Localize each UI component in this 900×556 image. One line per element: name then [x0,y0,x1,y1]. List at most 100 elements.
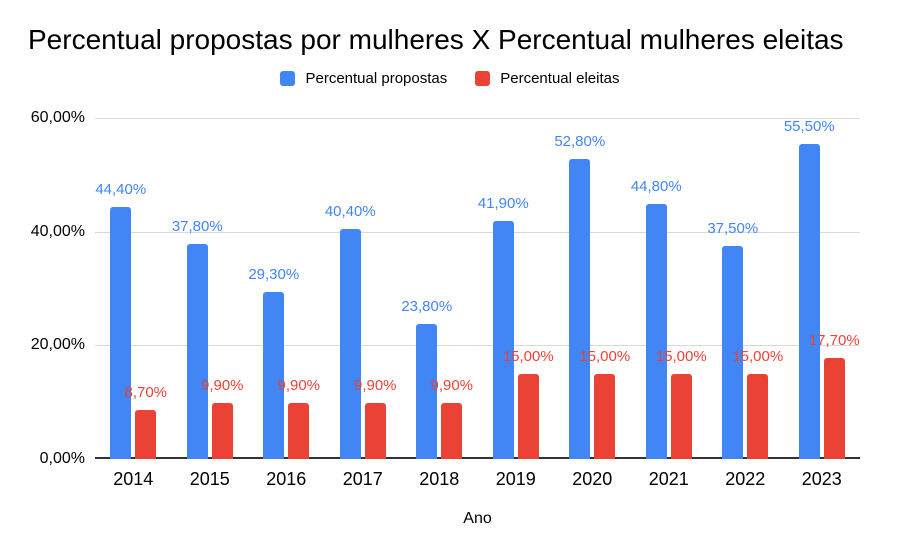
bar-eleitas-2014 [135,409,157,459]
bar-eleitas-2017 [364,402,386,459]
bar-pair: 41,90% 15,00% [478,118,555,459]
x-tick-label-2016: 2016 [266,469,307,489]
bar-propostas-2016 [263,292,285,459]
data-label-propostas-2015: 37,80% [171,218,223,236]
y-tick-label-0: 0,00% [39,450,85,467]
bar-propostas-2022 [722,245,744,459]
bar-propostas-2023 [798,143,820,459]
bar-group-2014: 44,40% 8,70% 2014 [95,118,172,489]
legend: Percentual propostas Percentual eleitas [0,70,900,87]
bar-group-2019: 41,90% 15,00% 2019 [478,118,555,489]
data-label-propostas-2014: 44,40% [95,180,147,198]
bar-eleitas-2021 [670,373,692,459]
bar-group-2018: 23,80% 9,90% 2018 [401,118,478,489]
gridline-40 [95,231,860,233]
bar-pair: 40,40% 9,90% [325,118,402,459]
data-label-propostas-2017: 40,40% [324,203,376,221]
bar-propostas-2019 [492,220,514,459]
legend-label-propostas: Percentual propostas [305,70,448,87]
data-label-eleitas-2016: 9,90% [277,376,321,394]
data-label-eleitas-2022: 15,00% [732,347,784,365]
x-tick-label-2019: 2019 [495,469,536,489]
legend-swatch-propostas-icon [280,71,296,86]
bar-pair: 44,80% 15,00% [631,118,708,459]
bar-slot-propostas: 41,90% [478,118,529,459]
bar-eleitas-2019 [517,373,539,459]
data-label-propostas-2023: 55,50% [783,117,835,135]
y-tick-label-20: 20,00% [30,336,85,353]
x-tick-label-2014: 2014 [113,469,154,489]
bar-pair: 37,50% 15,00% [707,118,784,459]
x-tick-label-2021: 2021 [648,469,689,489]
bar-slot-eleitas: 9,90% [354,118,397,459]
bar-group-2017: 40,40% 9,90% 2017 [325,118,402,489]
data-label-eleitas-2017: 9,90% [353,376,397,394]
bar-slot-propostas: 23,80% [401,118,452,459]
bar-group-2021: 44,80% 15,00% 2021 [631,118,708,489]
x-tick-label-2023: 2023 [801,469,842,489]
data-label-propostas-2022: 37,50% [707,219,759,237]
bar-propostas-2018 [416,323,438,459]
bar-slot-eleitas: 15,00% [656,118,707,459]
bar-pair: 52,80% 15,00% [554,118,631,459]
bar-group-2023: 55,50% 17,70% 2023 [784,118,861,489]
data-label-eleitas-2018: 9,90% [430,376,474,394]
data-label-eleitas-2023: 17,70% [808,332,860,350]
x-tick-label-2015: 2015 [189,469,230,489]
bar-group-2016: 29,30% 9,90% 2016 [248,118,325,489]
data-label-eleitas-2020: 15,00% [579,347,631,365]
data-label-eleitas-2014: 8,70% [124,383,168,401]
bar-pair: 44,40% 8,70% [95,118,172,459]
legend-item-eleitas: Percentual eleitas [475,70,620,87]
x-axis-title: Ano [463,510,492,527]
bar-slot-eleitas: 8,70% [124,118,167,459]
data-label-propostas-2018: 23,80% [401,297,453,315]
bar-group-2015: 37,80% 9,90% 2015 [172,118,249,489]
bar-propostas-2020 [569,158,591,459]
data-label-propostas-2021: 44,80% [630,178,682,196]
chart-title: Percentual propostas por mulheres X Perc… [28,24,844,55]
gridline-20 [95,345,860,347]
data-label-propostas-2019: 41,90% [477,194,529,212]
gridline-60 [95,118,860,119]
data-label-propostas-2016: 29,30% [248,266,300,284]
bar-group-2022: 37,50% 15,00% 2022 [707,118,784,489]
x-tick-label-2022: 2022 [725,469,766,489]
bars-row: 44,40% 8,70% 2014 37,80% 9,90% 2015 29,30% 9,90… [95,118,861,489]
bar-slot-propostas: 44,80% [631,118,682,459]
bar-slot-eleitas: 17,70% [809,118,860,459]
legend-label-eleitas: Percentual eleitas [500,70,620,87]
plot-area: 44,40% 8,70% 2014 37,80% 9,90% 2015 29,30% 9,90… [95,118,861,489]
bar-eleitas-2022 [747,373,769,459]
bar-eleitas-2023 [823,358,845,459]
data-label-propostas-2020: 52,80% [554,132,606,150]
bar-slot-propostas: 37,80% [172,118,223,459]
bar-propostas-2017 [339,229,361,459]
bar-slot-propostas: 29,30% [248,118,299,459]
bar-slot-eleitas: 9,90% [277,118,320,459]
bar-slot-propostas: 44,40% [95,118,146,459]
data-label-eleitas-2015: 9,90% [200,376,244,394]
bar-eleitas-2018 [441,402,463,459]
y-tick-label-60: 60,00% [30,109,85,126]
x-tick-label-2020: 2020 [572,469,613,489]
bar-pair: 23,80% 9,90% [401,118,478,459]
bar-eleitas-2016 [288,402,310,459]
y-tick-label-40: 40,00% [30,223,85,240]
x-tick-label-2018: 2018 [419,469,460,489]
data-label-eleitas-2019: 15,00% [502,347,554,365]
bar-slot-propostas: 52,80% [554,118,605,459]
bar-slot-propostas: 37,50% [707,118,758,459]
legend-item-propostas: Percentual propostas [280,70,447,87]
x-tick-label-2017: 2017 [342,469,383,489]
bar-group-2020: 52,80% 15,00% 2020 [554,118,631,489]
bar-eleitas-2015 [211,402,233,459]
x-axis-line [95,457,860,459]
bar-slot-eleitas: 9,90% [430,118,473,459]
bar-slot-eleitas: 15,00% [503,118,554,459]
legend-swatch-eleitas-icon [475,71,491,86]
bar-eleitas-2020 [594,373,616,459]
bar-pair: 29,30% 9,90% [248,118,325,459]
bar-slot-propostas: 55,50% [784,118,835,459]
